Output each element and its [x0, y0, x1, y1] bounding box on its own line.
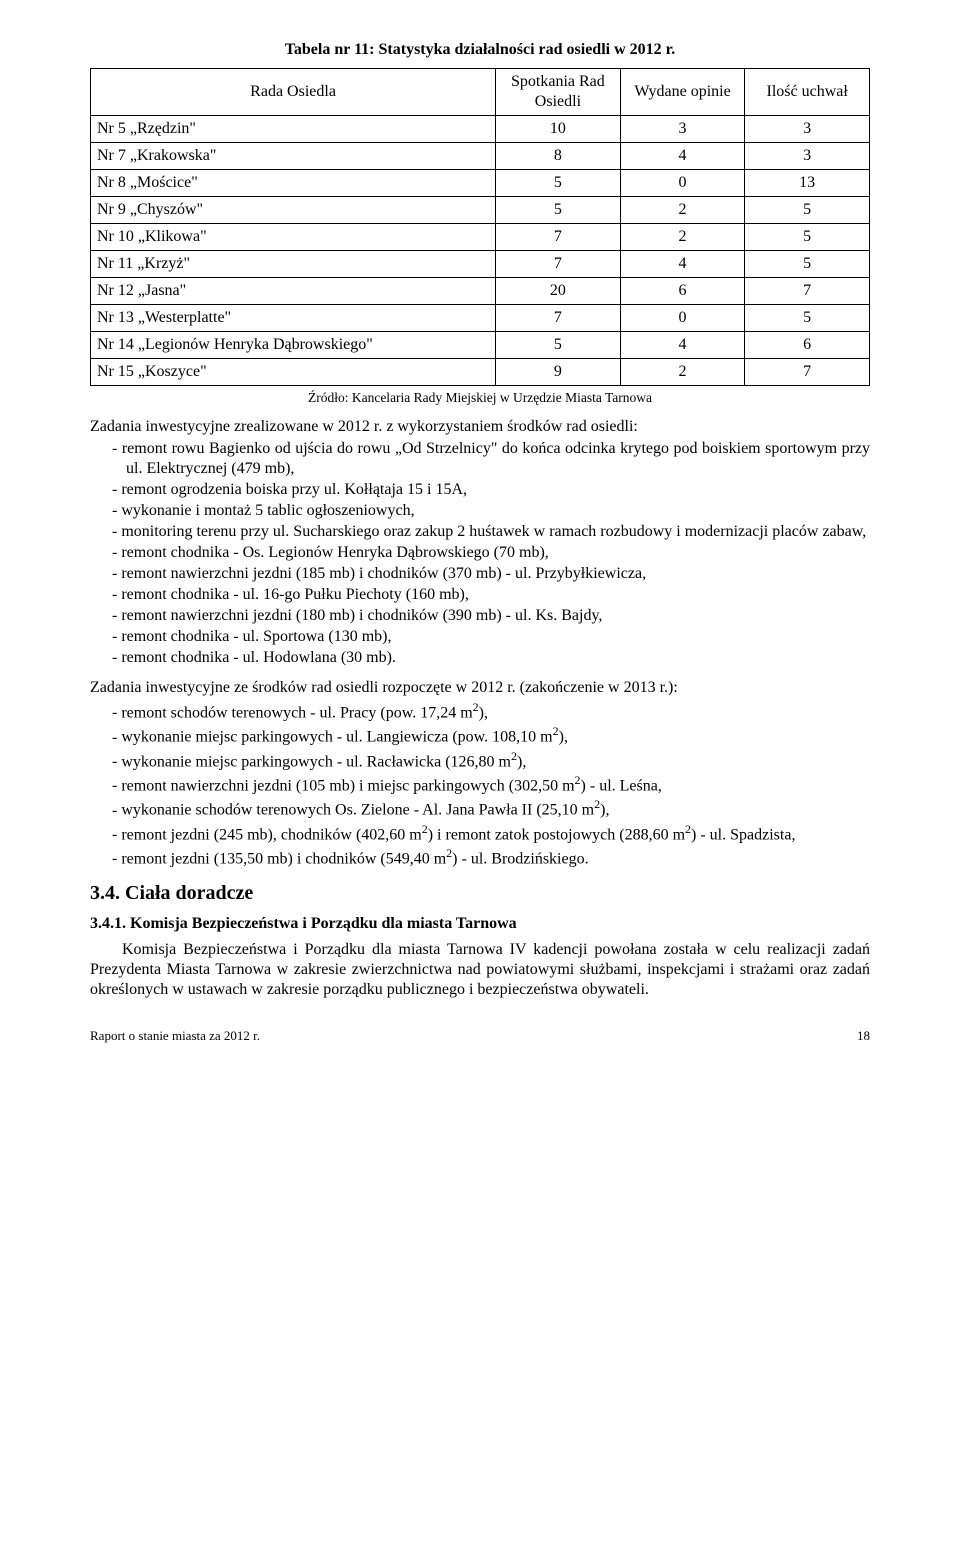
table-row: Nr 7 „Krakowska"843: [91, 143, 870, 170]
col-header: Rada Osiedla: [91, 69, 496, 116]
table-cell: 7: [496, 224, 621, 251]
list-item: wykonanie schodów terenowych Os. Zielone…: [112, 797, 870, 820]
table-row: Nr 13 „Westerplatte"705: [91, 305, 870, 332]
col-header: Wydane opinie: [620, 69, 745, 116]
list-item: wykonanie miejsc parkingowych - ul. Racł…: [112, 749, 870, 772]
list-item: monitoring terenu przy ul. Sucharskiego …: [112, 522, 870, 542]
table-row: Nr 8 „Mościce"5013: [91, 170, 870, 197]
table-cell: Nr 12 „Jasna": [91, 278, 496, 305]
section-paragraph: Komisja Bezpieczeństwa i Porządku dla mi…: [90, 940, 870, 1000]
list-item: remont schodów terenowych - ul. Pracy (p…: [112, 700, 870, 723]
table-row: Nr 9 „Chyszów"525: [91, 197, 870, 224]
list-item: remont chodnika - ul. 16-go Pułku Piecho…: [112, 585, 870, 605]
table-cell: 5: [496, 332, 621, 359]
table-source: Źródło: Kancelaria Rady Miejskiej w Urzę…: [90, 390, 870, 407]
table-title: Tabela nr 11: Statystyka działalności ra…: [90, 40, 870, 60]
section-heading: 3.4. Ciała doradcze: [90, 881, 870, 906]
list-item: remont nawierzchni jezdni (105 mb) i mie…: [112, 773, 870, 796]
table-cell: 4: [620, 143, 745, 170]
table-cell: 7: [745, 359, 870, 386]
table-row: Nr 15 „Koszyce"927: [91, 359, 870, 386]
table-cell: 5: [496, 197, 621, 224]
block2-list: remont schodów terenowych - ul. Pracy (p…: [90, 700, 870, 869]
table-cell: Nr 15 „Koszyce": [91, 359, 496, 386]
table-cell: Nr 8 „Mościce": [91, 170, 496, 197]
table-cell: 0: [620, 170, 745, 197]
table-cell: Nr 13 „Westerplatte": [91, 305, 496, 332]
list-item: wykonanie i montaż 5 tablic ogłoszeniowy…: [112, 501, 870, 521]
list-item: remont chodnika - ul. Sportowa (130 mb),: [112, 627, 870, 647]
subsection-heading: 3.4.1. Komisja Bezpieczeństwa i Porządku…: [90, 914, 870, 934]
block1-list: remont rowu Bagienko od ujścia do rowu „…: [90, 439, 870, 668]
table-cell: Nr 11 „Krzyż": [91, 251, 496, 278]
col-header: Spotkania Rad Osiedli: [496, 69, 621, 116]
table-row: Nr 14 „Legionów Henryka Dąbrowskiego"546: [91, 332, 870, 359]
table-cell: 3: [745, 143, 870, 170]
list-item: wykonanie miejsc parkingowych - ul. Lang…: [112, 724, 870, 747]
table-header-row: Rada Osiedla Spotkania Rad Osiedli Wydan…: [91, 69, 870, 116]
table-cell: 3: [620, 116, 745, 143]
block1-intro: Zadania inwestycyjne zrealizowane w 2012…: [90, 417, 870, 437]
table-cell: 5: [745, 251, 870, 278]
table-cell: 2: [620, 197, 745, 224]
table-row: Nr 10 „Klikowa"725: [91, 224, 870, 251]
table-cell: 2: [620, 359, 745, 386]
block2-intro: Zadania inwestycyjne ze środków rad osie…: [90, 678, 870, 698]
table-cell: 10: [496, 116, 621, 143]
table-cell: 5: [745, 224, 870, 251]
list-item: remont jezdni (135,50 mb) i chodników (5…: [112, 846, 870, 869]
table-cell: 20: [496, 278, 621, 305]
table-cell: 13: [745, 170, 870, 197]
col-header: Ilość uchwał: [745, 69, 870, 116]
list-item: remont jezdni (245 mb), chodników (402,6…: [112, 822, 870, 845]
table-cell: 4: [620, 251, 745, 278]
list-item: remont ogrodzenia boiska przy ul. Kołłąt…: [112, 480, 870, 500]
list-item: remont nawierzchni jezdni (185 mb) i cho…: [112, 564, 870, 584]
list-item: remont rowu Bagienko od ujścia do rowu „…: [112, 439, 870, 479]
footer-left: Raport o stanie miasta za 2012 r.: [90, 1028, 260, 1044]
table-cell: 5: [745, 197, 870, 224]
table-cell: Nr 9 „Chyszów": [91, 197, 496, 224]
footer-page-number: 18: [857, 1028, 870, 1044]
table-cell: Nr 10 „Klikowa": [91, 224, 496, 251]
table-cell: Nr 7 „Krakowska": [91, 143, 496, 170]
table-cell: 4: [620, 332, 745, 359]
table-row: Nr 12 „Jasna"2067: [91, 278, 870, 305]
table-body: Nr 5 „Rzędzin"1033Nr 7 „Krakowska"843Nr …: [91, 116, 870, 386]
page-footer: Raport o stanie miasta za 2012 r. 18: [90, 1028, 870, 1044]
table-row: Nr 11 „Krzyż"745: [91, 251, 870, 278]
table-cell: 7: [745, 278, 870, 305]
list-item: remont nawierzchni jezdni (180 mb) i cho…: [112, 606, 870, 626]
table-cell: 2: [620, 224, 745, 251]
table-cell: Nr 5 „Rzędzin": [91, 116, 496, 143]
table-row: Nr 5 „Rzędzin"1033: [91, 116, 870, 143]
table-cell: 9: [496, 359, 621, 386]
table-cell: 6: [620, 278, 745, 305]
table-cell: 7: [496, 305, 621, 332]
table-cell: 6: [745, 332, 870, 359]
table-cell: 5: [496, 170, 621, 197]
table-cell: 8: [496, 143, 621, 170]
list-item: remont chodnika - Os. Legionów Henryka D…: [112, 543, 870, 563]
table-cell: 3: [745, 116, 870, 143]
stats-table: Rada Osiedla Spotkania Rad Osiedli Wydan…: [90, 68, 870, 386]
table-cell: 5: [745, 305, 870, 332]
table-cell: Nr 14 „Legionów Henryka Dąbrowskiego": [91, 332, 496, 359]
table-cell: 0: [620, 305, 745, 332]
list-item: remont chodnika - ul. Hodowlana (30 mb).: [112, 648, 870, 668]
table-cell: 7: [496, 251, 621, 278]
